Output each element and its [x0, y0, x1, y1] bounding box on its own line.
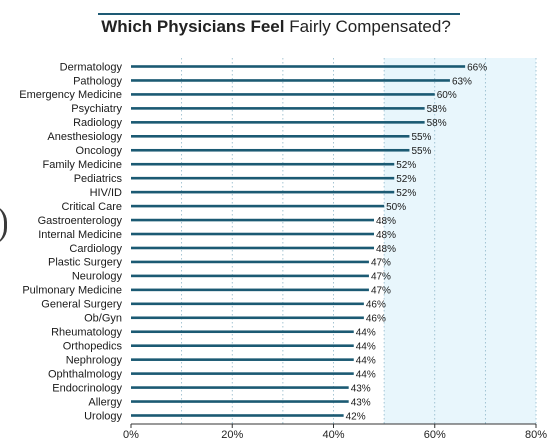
bar: [131, 190, 395, 194]
category-label: HIV/ID: [90, 187, 122, 199]
value-label: 44%: [356, 342, 376, 353]
bar: [131, 260, 369, 264]
category-label: Endocrinology: [52, 382, 122, 394]
bar: [131, 400, 349, 403]
category-label: Internal Medicine: [38, 229, 122, 241]
value-label: 48%: [376, 230, 396, 241]
category-label: Pediatrics: [74, 173, 123, 185]
bar: [131, 358, 354, 361]
bar: [131, 232, 374, 236]
category-label: Orthopedics: [63, 341, 123, 353]
value-label: 52%: [396, 174, 416, 185]
value-label: 58%: [427, 104, 447, 115]
value-label: 43%: [351, 383, 371, 394]
category-label: Dermatology: [60, 61, 123, 73]
x-tick-label: 40%: [322, 429, 344, 441]
bar: [131, 274, 369, 278]
value-label: 55%: [411, 146, 431, 157]
value-label: 46%: [366, 314, 386, 325]
bar: [131, 204, 385, 208]
decorative-arc: [0, 205, 7, 245]
bar: [131, 148, 410, 152]
value-label: 44%: [356, 369, 376, 380]
bar: [131, 93, 435, 96]
shaded-region: [384, 58, 536, 424]
category-label: Psychiatry: [71, 103, 122, 115]
x-tick-label: 80%: [525, 429, 547, 441]
value-label: 48%: [376, 216, 396, 227]
x-tick-label: 0%: [123, 429, 139, 441]
bar: [131, 218, 374, 222]
category-label: Anesthesiology: [47, 131, 122, 143]
bar: [131, 65, 466, 68]
value-label: 50%: [386, 202, 406, 213]
category-label: Emergency Medicine: [19, 89, 122, 101]
value-label: 44%: [356, 328, 376, 339]
bar: [131, 107, 425, 110]
bar: [131, 288, 369, 292]
category-label: Pulmonary Medicine: [22, 285, 122, 297]
chart-title: Which Physicians Feel Fairly Compensated…: [0, 17, 552, 37]
value-label: 52%: [396, 188, 416, 199]
bar: [131, 344, 354, 347]
value-label: 43%: [351, 397, 371, 408]
value-label: 46%: [366, 300, 386, 311]
value-label: 47%: [371, 258, 391, 269]
bar: [131, 372, 354, 375]
category-label: Nephrology: [66, 354, 123, 366]
bar: [131, 386, 349, 389]
value-label: 60%: [437, 90, 457, 101]
category-label: Ophthalmology: [48, 368, 122, 380]
bar: [131, 316, 364, 320]
value-label: 52%: [396, 160, 416, 171]
category-label: Critical Care: [61, 201, 122, 213]
bar: [131, 246, 374, 250]
x-tick-label: 60%: [424, 429, 446, 441]
value-label: 66%: [467, 62, 487, 73]
chart-title-bold: Which Physicians Feel: [101, 17, 285, 36]
bar: [131, 162, 395, 166]
x-tick-label: 20%: [221, 429, 243, 441]
bar: [131, 414, 344, 417]
category-label: Radiology: [73, 117, 122, 129]
value-label: 55%: [411, 132, 431, 143]
value-label: 47%: [371, 286, 391, 297]
category-label: Rheumatology: [51, 327, 122, 339]
category-label: Gastroenterology: [38, 215, 123, 227]
category-label: Urology: [84, 410, 122, 422]
value-label: 58%: [427, 118, 447, 129]
bar: [131, 135, 410, 138]
value-label: 47%: [371, 272, 391, 283]
bar: [131, 176, 395, 180]
category-label: General Surgery: [41, 299, 122, 311]
category-label: Oncology: [76, 145, 123, 157]
category-label: Neurology: [72, 271, 123, 283]
bar: [131, 302, 364, 306]
value-label: 42%: [346, 411, 366, 422]
category-label: Family Medicine: [43, 159, 122, 171]
chart-title-light: Fairly Compensated?: [289, 17, 451, 36]
bar: [131, 330, 354, 334]
category-label: Pathology: [73, 75, 122, 87]
value-label: 63%: [452, 76, 472, 87]
category-label: Plastic Surgery: [48, 257, 122, 269]
category-label: Ob/Gyn: [84, 313, 122, 325]
value-label: 48%: [376, 244, 396, 255]
bar: [131, 121, 425, 124]
category-label: Allergy: [88, 396, 122, 408]
bar: [131, 79, 450, 82]
category-label: Cardiology: [69, 243, 122, 255]
value-label: 44%: [356, 355, 376, 366]
title-rule: [98, 13, 460, 15]
